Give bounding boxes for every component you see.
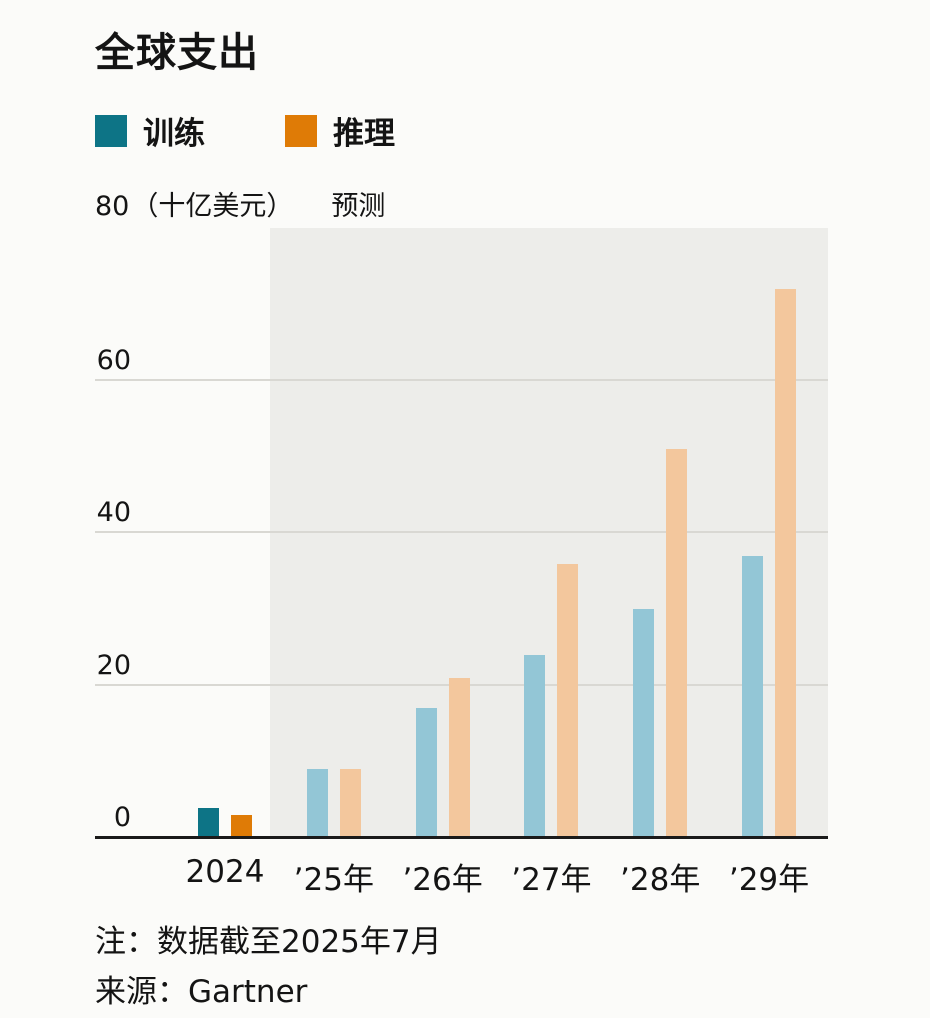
x-axis-label-2024: 2024 bbox=[185, 854, 265, 890]
gridline-40 bbox=[95, 531, 828, 533]
source-line: 来源：Gartner bbox=[95, 974, 308, 1010]
y-tick-label-40: 40 bbox=[96, 497, 131, 528]
y-tick-label-20: 20 bbox=[96, 649, 131, 681]
y-axis-unit-label: （十亿美元） bbox=[131, 191, 294, 222]
training-swatch-icon bbox=[95, 114, 127, 147]
y-tick-label-60: 60 bbox=[96, 344, 131, 376]
x-axis-label-’27年: ’27年 bbox=[511, 862, 592, 898]
legend-label-inference: 推理 bbox=[333, 116, 395, 152]
x-axis-label-’25年: ’25年 bbox=[293, 862, 374, 898]
x-axis-label-’29年: ’29年 bbox=[728, 862, 810, 898]
bar-训练-’28年 bbox=[633, 609, 655, 838]
x-axis-label-’28年: ’28年 bbox=[620, 862, 701, 898]
inference-swatch-icon bbox=[285, 114, 317, 147]
bar-训练-’27年 bbox=[524, 655, 546, 838]
bar-推理-’27年 bbox=[557, 563, 579, 838]
bar-推理-’29年 bbox=[775, 289, 796, 838]
bar-训练-’26年 bbox=[415, 708, 437, 838]
bar-训练-2024 bbox=[198, 807, 219, 838]
legend-item-inference: 推理 bbox=[285, 108, 395, 153]
bar-推理-’26年 bbox=[448, 677, 470, 838]
x-axis-label-’26年: ’26年 bbox=[402, 862, 483, 898]
legend-item-training: 训练 bbox=[95, 108, 205, 153]
plot-area: 0 20 40 60 bbox=[95, 228, 828, 839]
x-axis-labels: 2024 ’25年 ’26年 ’27年 ’28年 ’29年 bbox=[95, 854, 828, 898]
bar-训练-’29年 bbox=[742, 555, 763, 838]
axis-note: 80 （十亿美元） 预测 bbox=[95, 184, 385, 223]
legend-label-training: 训练 bbox=[143, 116, 205, 152]
bar-推理-’28年 bbox=[666, 449, 688, 838]
legend: 训练 推理 bbox=[95, 108, 395, 153]
gridline-60 bbox=[95, 378, 828, 381]
bar-训练-’25年 bbox=[306, 769, 328, 838]
page-title: 全球支出 bbox=[95, 30, 259, 76]
bar-推理-’25年 bbox=[339, 769, 361, 838]
y-axis-top-tick: 80 bbox=[95, 191, 130, 222]
bar-推理-2024 bbox=[231, 815, 252, 838]
footnote: 注：数据截至2025年7月 bbox=[95, 924, 442, 960]
y-tick-label-0: 0 bbox=[113, 802, 131, 833]
forecast-band bbox=[270, 228, 828, 838]
forecast-label: 预测 bbox=[331, 191, 386, 222]
